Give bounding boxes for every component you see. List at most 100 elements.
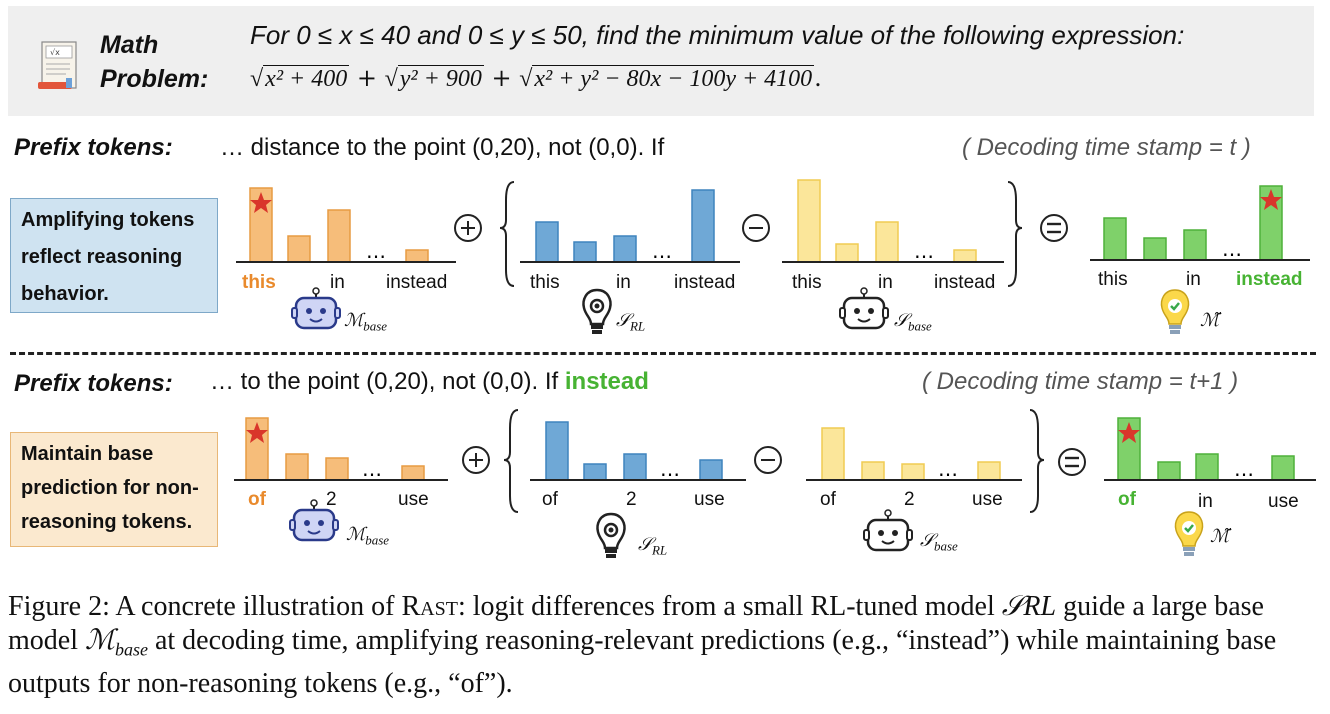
row2-rl-token-1: of: [542, 489, 558, 510]
bar: [1183, 229, 1207, 261]
bar: [327, 209, 351, 263]
caption-part1: : logit differences from a small RL-tune…: [457, 591, 1002, 622]
row1-base-token-2: in: [330, 272, 345, 293]
expression-end: .: [814, 64, 822, 92]
bar: [977, 461, 1001, 481]
robot-icon: [289, 499, 339, 542]
minus-operator-icon: [742, 214, 770, 242]
row2-result-token-1: of: [1118, 489, 1136, 510]
row1-base-token-3: instead: [386, 272, 448, 293]
row2-m-base-label: ℳbase: [346, 524, 389, 549]
plus-operator-icon: [462, 446, 490, 474]
equals-operator-icon: [1040, 214, 1068, 242]
star-icon: [250, 192, 272, 213]
s-base-symbol: 𝒮: [920, 530, 934, 550]
caption-prefix: Figure 2: A concrete illustration of: [8, 591, 402, 622]
s-rl-symbol: 𝒮: [616, 310, 630, 330]
m-base-symbol: ℳ: [346, 524, 366, 544]
robot-outline-icon: [839, 287, 889, 330]
math-label-line2: Problem:: [100, 65, 209, 93]
bar: [1271, 455, 1295, 481]
plus-sign-1: +: [356, 64, 377, 92]
lightbulb-gear-icon: [582, 288, 612, 334]
row2-timestamp: ( Decoding time stamp = t+1 ): [922, 368, 1239, 395]
plus-sign-2: +: [491, 64, 512, 92]
ellipsis: …: [1222, 237, 1242, 261]
robot-icon: [291, 287, 341, 330]
caption-rast: Rast: [401, 591, 458, 622]
ellipsis: …: [1234, 457, 1254, 481]
bar: [821, 427, 845, 481]
caption-mbase: ℳ: [85, 625, 115, 656]
row1-prefix-label: Prefix tokens:: [14, 134, 173, 161]
caption-part2: guide a large base model: [8, 591, 1264, 656]
plus-operator-icon: [454, 214, 482, 242]
bar: [535, 221, 559, 263]
row2-result-token-2: in: [1198, 491, 1213, 512]
row1-m-tilde-label: ℳ̃: [1200, 310, 1220, 330]
minus-operator-icon: [754, 446, 782, 474]
ellipsis: …: [660, 457, 680, 481]
bar: [285, 453, 309, 481]
svg-text:√x: √x: [50, 48, 60, 57]
robot-outline-icon: [863, 509, 913, 552]
row2-sbase-token-2: 2: [904, 489, 915, 510]
bar: [1143, 237, 1167, 261]
row1-timestamp: ( Decoding time stamp = t ): [962, 134, 1251, 161]
row1-sbase-bars: …: [782, 179, 1004, 263]
star-icon: [246, 422, 268, 443]
bar: [797, 179, 821, 263]
ellipsis: …: [914, 239, 934, 263]
s-rl-symbol: 𝒮: [638, 534, 652, 554]
row1-s-base-label: 𝒮base: [894, 310, 932, 335]
row2-base-token-2: 2: [326, 489, 337, 510]
row2-base-token-1: of: [248, 489, 266, 510]
row1-box-line1: Amplifying tokens: [21, 209, 195, 231]
right-brace: [1007, 181, 1023, 287]
row2-base-token-3: use: [398, 489, 429, 510]
star-icon: [1118, 422, 1140, 443]
bar: [1195, 453, 1219, 481]
row1-logit-diagram: … … …: [236, 179, 1310, 334]
ellipsis: …: [362, 457, 382, 481]
bar: [287, 235, 311, 263]
caption-mbase-sub: base: [114, 639, 148, 660]
section-divider: [10, 352, 1316, 355]
row2-result-bars: …: [1104, 417, 1316, 481]
row1-prefix-text: … distance to the point (0,20), not (0,0…: [220, 134, 665, 161]
ellipsis: …: [366, 239, 386, 263]
row2-rl-token-2: 2: [626, 489, 637, 510]
row1-rl-token-2: in: [616, 272, 631, 293]
row2-s-rl-label: 𝒮RL: [638, 534, 667, 559]
math-expression: √x² + 400 + √y² + 900 + √x² + y² − 80x −…: [250, 64, 822, 92]
row1-sbase-token-1: this: [792, 272, 822, 293]
ellipsis: …: [938, 457, 958, 481]
figure-caption: Figure 2: A concrete illustration of Ras…: [8, 590, 1328, 701]
s-base-symbol: 𝒮: [894, 310, 908, 330]
row2-base-bars: …: [234, 417, 448, 481]
bar: [901, 463, 925, 481]
bar: [405, 249, 429, 263]
row1-m-base-label: ℳbase: [344, 310, 387, 335]
m-base-subscript: base: [365, 532, 390, 548]
radical-3: x² + y² − 80x − 100y + 4100: [532, 65, 815, 92]
ellipsis: …: [652, 239, 672, 263]
row2-logit-diagram: … … … …: [234, 409, 1316, 558]
row1-rl-token-1: this: [530, 272, 560, 293]
bar: [613, 235, 637, 263]
bar: [691, 189, 715, 263]
s-rl-subscript: RL: [651, 542, 668, 558]
caption-srl: 𝒮RL: [1001, 591, 1057, 622]
math-document-icon: √x: [38, 41, 77, 89]
row2-sbase-token-1: of: [820, 489, 836, 510]
row2-result-token-3: use: [1268, 491, 1299, 512]
row2-rl-token-3: use: [694, 489, 725, 510]
m-base-subscript: base: [363, 318, 388, 334]
radical-2: y² + 900: [397, 65, 484, 92]
row1-result-token-1: this: [1098, 269, 1128, 290]
row2-prefix-main: … to the point (0,20), not (0,0). If: [210, 368, 559, 395]
bar: [1103, 217, 1127, 261]
row1-box-line2: reflect reasoning: [21, 246, 183, 268]
row1-rl-bars: …: [520, 189, 740, 263]
math-problem-label: Math Problem:: [100, 28, 208, 96]
